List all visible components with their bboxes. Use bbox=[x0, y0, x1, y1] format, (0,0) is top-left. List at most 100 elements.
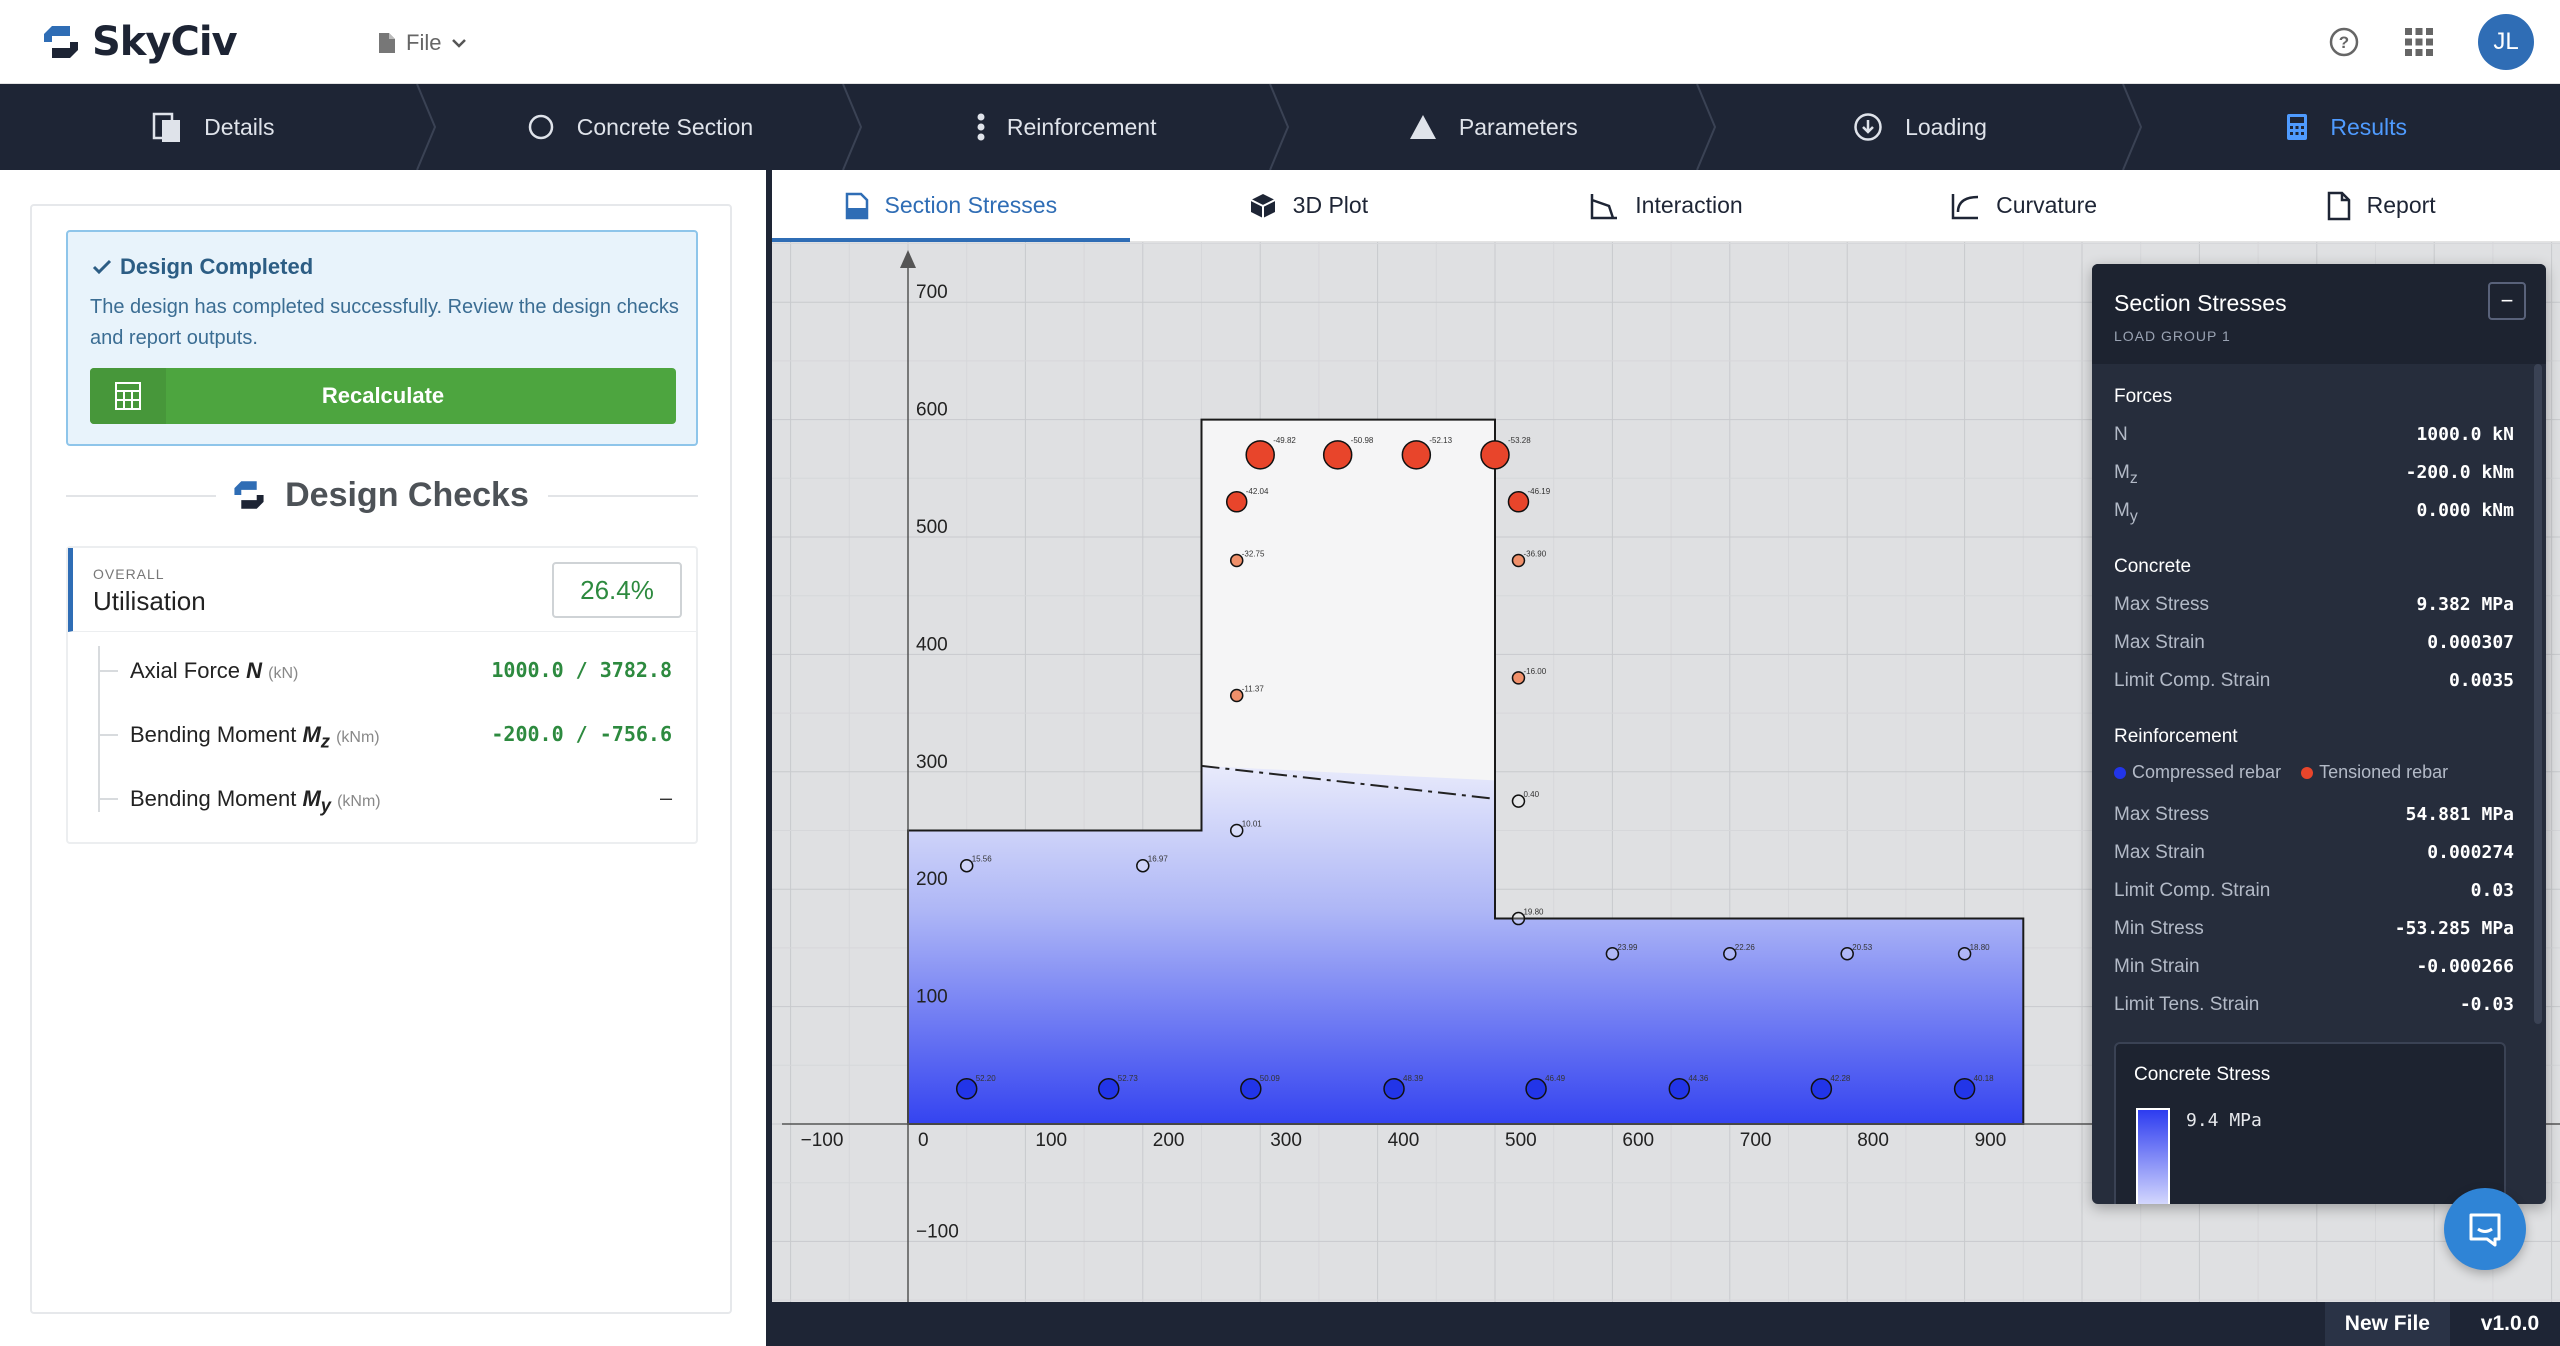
calculator-icon bbox=[2287, 114, 2308, 140]
step-details[interactable]: Details bbox=[0, 84, 436, 170]
rebar[interactable] bbox=[1225, 491, 1248, 513]
section-stresses-icon bbox=[845, 192, 868, 219]
panel-body: Forces N 1000.0 kN Mz -200.0 kNm My 0.000 k… bbox=[2092, 364, 2546, 1204]
skyciv-mark-icon bbox=[234, 481, 264, 509]
minimize-button[interactable]: − bbox=[2488, 282, 2526, 320]
chat-button[interactable] bbox=[2444, 1188, 2526, 1270]
rebar-stress-label: 18.80 bbox=[1970, 943, 1991, 952]
y-tick-label: 600 bbox=[916, 400, 948, 421]
plot-canvas[interactable]: −100 0 100 200 300 400 500 600 700 800 90070060050… bbox=[772, 242, 2560, 1302]
interaction-curve-icon bbox=[1591, 193, 1618, 219]
tab-report[interactable]: Report bbox=[2202, 170, 2560, 241]
rebar-stress-label: 20.53 bbox=[1852, 943, 1873, 952]
step-divider bbox=[1695, 84, 1716, 170]
step-divider bbox=[2122, 84, 2143, 170]
calculator-icon bbox=[90, 368, 166, 424]
rebar-stress-label: -50.98 bbox=[1351, 436, 1374, 445]
rebar[interactable] bbox=[1723, 947, 1737, 961]
left-panel: Design Completed The design has complete… bbox=[0, 170, 766, 1346]
file-menu-label: File bbox=[406, 30, 442, 55]
rebar[interactable] bbox=[1507, 491, 1530, 513]
skyciv-logo[interactable]: SkyCiv bbox=[40, 14, 238, 70]
rebar[interactable] bbox=[1668, 1078, 1691, 1100]
step-reinforcement[interactable]: Reinforcement bbox=[853, 84, 1290, 170]
rebar[interactable] bbox=[1229, 688, 1244, 703]
design-checks-heading: Design Checks bbox=[66, 470, 698, 520]
rebar[interactable] bbox=[1840, 947, 1854, 961]
step-results-label: Results bbox=[2330, 113, 2408, 140]
step-parameters-label: Parameters bbox=[1458, 113, 1578, 140]
tab-interaction[interactable]: Interaction bbox=[1487, 170, 1845, 241]
rebar[interactable] bbox=[1322, 440, 1353, 470]
rebar[interactable] bbox=[1953, 1078, 1976, 1100]
x-tick-label: −100 bbox=[801, 1130, 844, 1151]
design-checks-title: Design Checks bbox=[281, 475, 533, 515]
check-row-mz[interactable]: Bending Moment Mz (kNm) -200.0 / -756.6 bbox=[68, 704, 696, 768]
step-loading[interactable]: Loading bbox=[1707, 84, 2143, 170]
concrete-row: Max Stress 9.382 MPa bbox=[2114, 594, 2514, 615]
rebar[interactable] bbox=[1229, 823, 1244, 838]
new-file-button[interactable]: New File bbox=[2324, 1302, 2450, 1346]
check-value: -200.0 / -756.6 bbox=[491, 722, 672, 746]
rebar-stress-label: 46.49 bbox=[1545, 1074, 1566, 1083]
status-bar: New File v1.0.0 bbox=[772, 1302, 2560, 1346]
step-results[interactable]: Results bbox=[2133, 84, 2560, 170]
rebar-stress-label: -53.28 bbox=[1508, 436, 1531, 445]
rebar[interactable] bbox=[1810, 1078, 1833, 1100]
x-tick-label: 900 bbox=[1975, 1130, 2007, 1151]
tab-section-stresses[interactable]: Section Stresses bbox=[772, 170, 1130, 242]
tab-curvature[interactable]: Curvature bbox=[1845, 170, 2203, 241]
user-avatar[interactable]: JL bbox=[2478, 14, 2534, 70]
legend-tensioned: Tensioned rebar bbox=[2301, 762, 2448, 783]
rebar[interactable] bbox=[1401, 440, 1432, 470]
circle-icon bbox=[528, 114, 554, 140]
rebar[interactable] bbox=[1511, 553, 1526, 568]
panel-splitter[interactable] bbox=[766, 170, 772, 1346]
vertical-dots-icon bbox=[977, 113, 985, 141]
rebar[interactable] bbox=[1229, 553, 1244, 568]
check-value: – bbox=[659, 786, 672, 810]
rebar-stress-label: 22.26 bbox=[1735, 943, 1756, 952]
help-icon[interactable]: ? bbox=[2328, 26, 2360, 58]
concrete-stress-max: 9.4 MPa bbox=[2186, 1110, 2262, 1131]
rebar[interactable] bbox=[1098, 1078, 1120, 1100]
recalculate-button[interactable]: Recalculate bbox=[90, 368, 676, 424]
rebar-stress-label: -46.19 bbox=[1527, 487, 1550, 496]
rebar[interactable] bbox=[1245, 440, 1275, 470]
rebar[interactable] bbox=[955, 1078, 978, 1100]
curvature-icon bbox=[1951, 193, 1979, 219]
rebar[interactable] bbox=[1525, 1078, 1547, 1100]
alert-title: Design Completed bbox=[120, 254, 314, 279]
apps-grid-icon[interactable] bbox=[2404, 27, 2434, 57]
rebar[interactable] bbox=[1957, 947, 1972, 961]
tree-line bbox=[98, 646, 100, 812]
check-label: Bending Moment Mz (kNm) bbox=[130, 722, 380, 752]
rebar[interactable] bbox=[1383, 1078, 1405, 1100]
rebar[interactable] bbox=[1480, 440, 1510, 470]
check-row-my[interactable]: Bending Moment My (kNm) – bbox=[68, 768, 696, 832]
step-concrete-section[interactable]: Concrete Section bbox=[427, 84, 863, 170]
rebar-stress-label: 48.39 bbox=[1403, 1074, 1424, 1083]
rebar[interactable] bbox=[1136, 858, 1150, 873]
tab-3d-plot[interactable]: 3D Plot bbox=[1130, 170, 1488, 241]
reinforcement-row: Max Strain 0.000274 bbox=[2114, 842, 2514, 863]
rebar[interactable] bbox=[1511, 794, 1526, 808]
panel-scrollbar[interactable] bbox=[2534, 364, 2542, 1024]
check-row-axial[interactable]: Axial Force N (kN) 1000.0 / 3782.8 bbox=[68, 640, 696, 704]
file-icon bbox=[379, 33, 395, 53]
step-parameters[interactable]: Parameters bbox=[1280, 84, 1716, 170]
document-icon bbox=[2327, 191, 2350, 220]
rebar[interactable] bbox=[959, 858, 974, 873]
check-value: 1000.0 / 3782.8 bbox=[491, 658, 672, 682]
step-divider bbox=[842, 84, 863, 170]
x-tick-label: 600 bbox=[1622, 1130, 1654, 1151]
step-divider bbox=[1269, 84, 1290, 170]
file-menu[interactable]: File bbox=[378, 26, 467, 60]
rebar[interactable] bbox=[1605, 947, 1620, 961]
y-tick-label: −100 bbox=[916, 1221, 959, 1242]
force-row-n: N 1000.0 kN bbox=[2114, 424, 2514, 445]
rebar[interactable] bbox=[1511, 671, 1526, 685]
rebar[interactable] bbox=[1240, 1078, 1262, 1100]
step-divider bbox=[415, 84, 436, 170]
rebar[interactable] bbox=[1511, 911, 1526, 926]
